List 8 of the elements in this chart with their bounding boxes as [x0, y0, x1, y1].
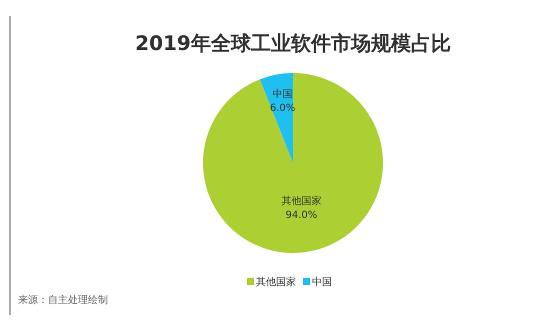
slice-label: 中国	[272, 88, 293, 100]
legend-label: 其他国家	[256, 276, 296, 288]
slice-label: 其他国家	[281, 195, 322, 208]
legend-label: 中国	[312, 276, 332, 288]
data-label: 94.0%	[286, 210, 318, 222]
chart-title: 2019年全球工业软件市场规模占比	[135, 31, 451, 55]
source-note: 来源：自主处理绘制	[18, 294, 108, 306]
pie-slice	[203, 73, 383, 253]
